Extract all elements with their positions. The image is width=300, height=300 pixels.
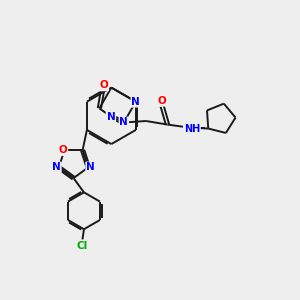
Text: N: N [131,97,140,107]
Text: N: N [106,112,115,122]
Text: N: N [119,118,128,128]
Text: O: O [100,80,108,91]
Text: NH: NH [184,124,200,134]
Text: O: O [157,96,166,106]
Text: O: O [58,145,67,155]
Text: N: N [86,162,95,172]
Text: N: N [52,162,61,172]
Text: Cl: Cl [77,241,88,250]
